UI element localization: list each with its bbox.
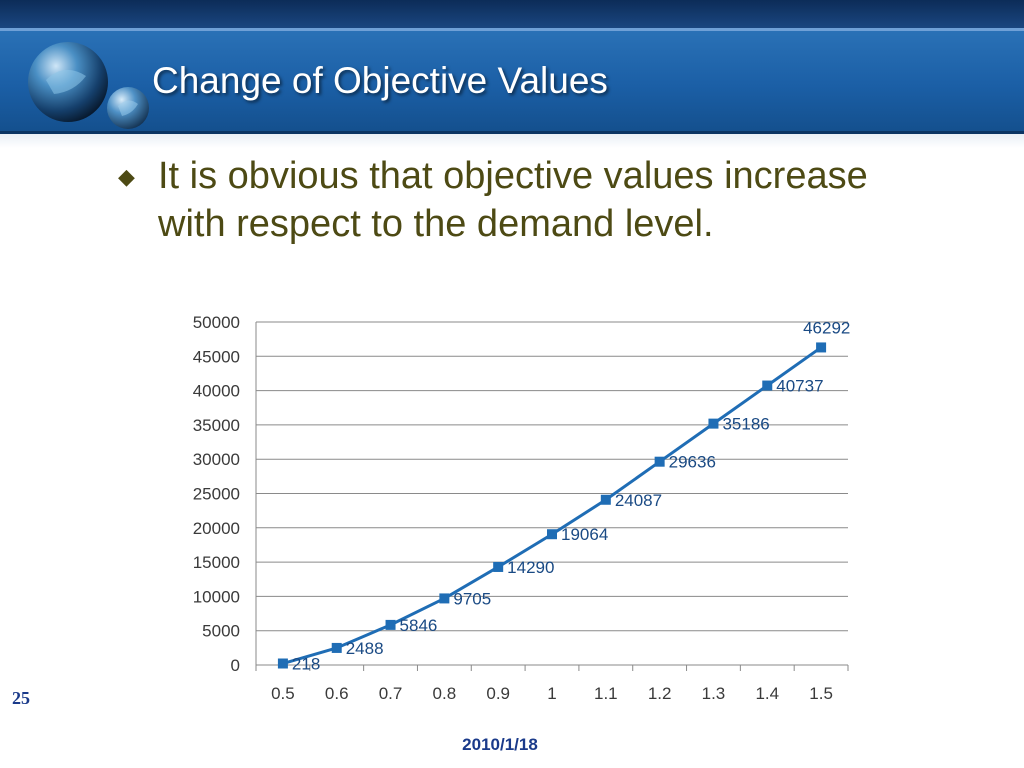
data-label: 218 — [292, 655, 320, 674]
data-point — [600, 494, 611, 505]
data-point — [493, 561, 504, 572]
slide-number: 25 — [12, 688, 30, 708]
y-tick-label: 20000 — [193, 519, 240, 538]
data-label: 35186 — [722, 415, 769, 434]
x-tick-label: 1.4 — [755, 684, 779, 703]
data-label: 29636 — [669, 453, 716, 472]
y-tick-label: 50000 — [193, 313, 240, 332]
objective-values-line-chart: 0 5000 10000 15000 20000 25000 30000 35000 40000… — [193, 313, 851, 703]
y-tick-label: 15000 — [193, 553, 240, 572]
header-bottom-line — [0, 131, 1024, 134]
x-tick-label: 1.5 — [809, 684, 833, 703]
data-point — [708, 418, 719, 429]
data-label: 24087 — [615, 491, 662, 510]
diamond-icon: ◆ — [118, 164, 135, 189]
data-point — [385, 619, 396, 630]
header-top-band — [0, 0, 1024, 28]
x-tick-label: 0.8 — [433, 684, 457, 703]
bullet-point: ◆ It is obvious that objective values in… — [118, 152, 908, 248]
x-tick-label: 0.6 — [325, 684, 349, 703]
data-label: 40737 — [776, 377, 823, 396]
header-band — [0, 31, 1024, 131]
data-point — [277, 658, 288, 669]
data-label: 14290 — [507, 558, 554, 577]
data-label: 46292 — [803, 318, 850, 337]
data-label: 9705 — [453, 589, 491, 608]
x-tick-label: 1.1 — [594, 684, 618, 703]
data-point — [439, 593, 450, 604]
data-point — [762, 380, 773, 391]
x-tick-label: 0.9 — [486, 684, 510, 703]
data-point — [331, 642, 342, 653]
data-point — [654, 456, 665, 467]
y-tick-label: 25000 — [193, 485, 240, 504]
x-tick-label: 1.3 — [702, 684, 726, 703]
series-line — [282, 346, 822, 665]
globe-logo-icon — [28, 42, 149, 129]
y-tick-label: 40000 — [193, 382, 240, 401]
x-tick-label: 1 — [547, 684, 556, 703]
x-tick-label: 0.7 — [379, 684, 403, 703]
footer-date: 2010/1/18 — [462, 735, 538, 754]
y-tick-label: 45000 — [193, 347, 240, 366]
data-label: 2488 — [346, 639, 384, 658]
data-point — [547, 529, 557, 540]
slide-header: Change of Objective Values — [0, 0, 1024, 134]
header-divider — [0, 28, 1024, 31]
data-label: 19064 — [561, 525, 608, 544]
header-shadow-bar — [0, 134, 1024, 148]
slide-title: Change of Objective Values — [152, 60, 608, 101]
x-tick-label: 1.2 — [648, 684, 672, 703]
data-point — [816, 342, 827, 353]
bullet-text: It is obvious that objective values incr… — [158, 155, 868, 245]
y-tick-label: 35000 — [193, 416, 240, 435]
data-label: 5846 — [400, 616, 438, 635]
y-tick-label: 30000 — [193, 450, 240, 469]
y-tick-label: 5000 — [202, 622, 240, 641]
x-tick-label: 0.5 — [271, 684, 295, 703]
y-tick-label: 0 — [231, 656, 240, 675]
y-tick-label: 10000 — [193, 587, 240, 606]
